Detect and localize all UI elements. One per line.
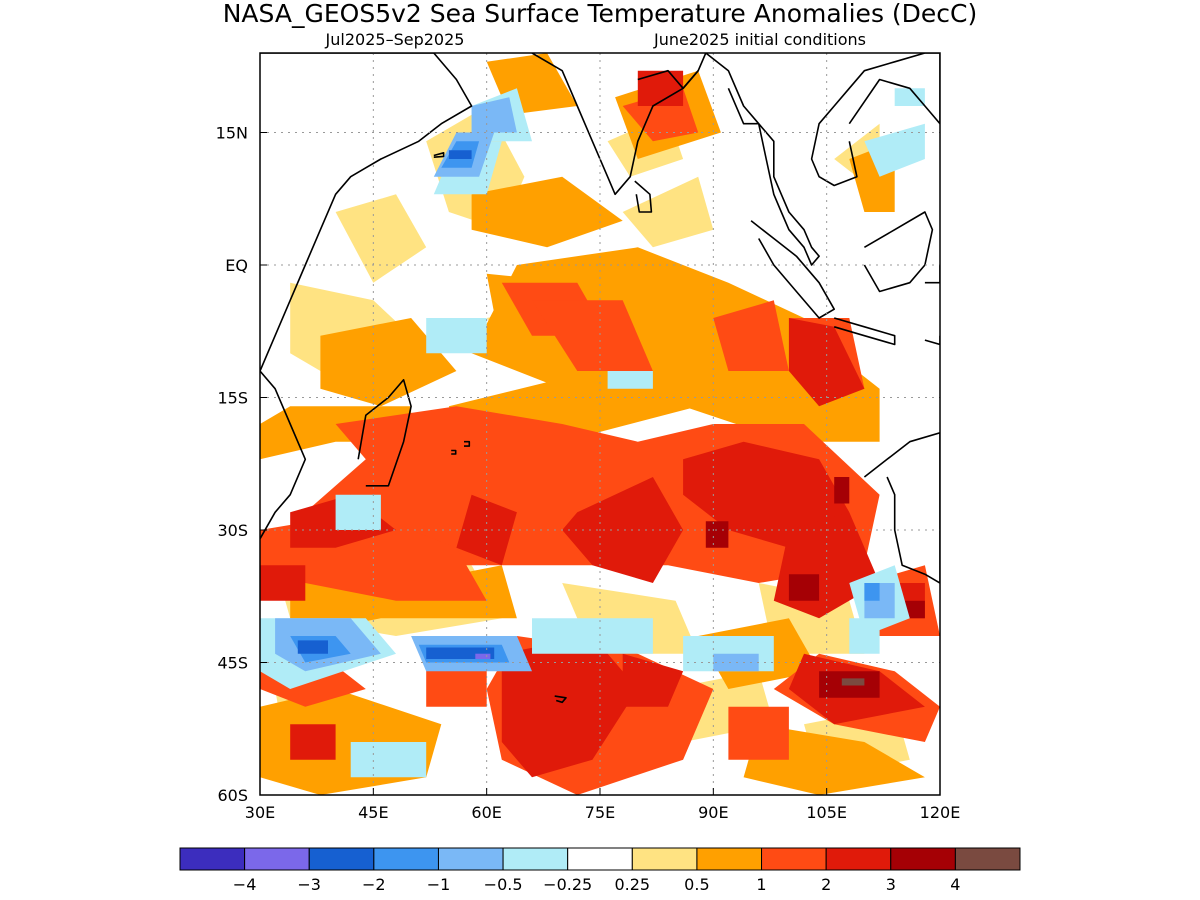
x-tick-label: 30E — [245, 803, 275, 822]
colorbar-swatch — [890, 847, 956, 871]
anomaly-region-5 — [622, 176, 714, 248]
colorbar-label: 3 — [886, 875, 896, 894]
anomaly-region-84 — [448, 150, 472, 159]
anomaly-region-68 — [350, 742, 427, 778]
coastline-17 — [637, 69, 699, 90]
anomaly-region-47 — [501, 636, 638, 778]
y-tick-label: 30S — [217, 521, 248, 540]
anomaly-region-56 — [788, 574, 820, 601]
coastline-10 — [924, 335, 940, 346]
y-tick-label: 60S — [217, 786, 248, 805]
y-tick-label: 15N — [216, 124, 248, 143]
coastlines — [260, 53, 940, 704]
colorbar-label: 0.25 — [614, 875, 650, 894]
coastline-13 — [554, 695, 567, 704]
anomaly-region-75 — [471, 97, 517, 133]
coastline-11 — [863, 431, 940, 584]
coastline-16 — [433, 152, 445, 158]
colorbar-swatch — [567, 847, 633, 871]
x-tick-label: 75E — [585, 803, 615, 822]
x-tick-label: 45E — [358, 803, 388, 822]
anomaly-region-48 — [622, 653, 684, 707]
anomaly-region-28 — [743, 724, 925, 795]
map-area: 30E 45E 60E 75E 90E 105E 120E 15N EQ 15S 30S 45S 60… — [216, 52, 961, 822]
anomaly-region-17 — [320, 318, 457, 407]
y-axis: 15N EQ 15S 30S 45S 60S — [216, 124, 267, 805]
anomaly-region-73 — [894, 88, 925, 106]
colorbar-swatch — [825, 847, 892, 871]
colorbar-swatch — [244, 847, 310, 871]
y-tick-label: 45S — [217, 654, 248, 673]
colorbar-label: 4 — [950, 875, 960, 894]
anomaly-region-31 — [532, 300, 653, 371]
colorbar-label: −4 — [233, 875, 257, 894]
colorbar-swatch — [179, 847, 246, 871]
x-tick-label: 60E — [471, 803, 501, 822]
coastline-12 — [357, 378, 412, 487]
anomaly-region-39 — [728, 706, 789, 760]
colorbar-swatch — [761, 847, 827, 871]
colorbar-swatch — [954, 847, 1021, 871]
anomaly-contours — [260, 53, 940, 795]
anomaly-region-64 — [335, 494, 381, 530]
x-tick-label: 120E — [920, 803, 961, 822]
anomaly-region-53 — [637, 70, 684, 106]
anomaly-region-54 — [290, 724, 336, 760]
x-tick-label: 90E — [698, 803, 728, 822]
colorbar — [179, 847, 1021, 871]
colorbar-swatch — [437, 847, 504, 871]
colorbar-label: −1 — [427, 875, 451, 894]
anomaly-region-1 — [335, 194, 427, 283]
colorbar-label: −2 — [362, 875, 386, 894]
anomaly-region-63 — [426, 318, 487, 354]
figure-subtitle-left: Jul2025–Sep2025 — [325, 30, 465, 49]
colorbar-label: 2 — [821, 875, 831, 894]
colorbar-label: 0.5 — [684, 875, 709, 894]
anomaly-region-87 — [475, 653, 491, 659]
colorbar-label: −0.25 — [543, 875, 592, 894]
x-tick-label: 105E — [806, 803, 847, 822]
coastline-0 — [260, 53, 473, 372]
figure-subtitle-right: June2025 initial conditions — [653, 30, 866, 49]
anomaly-region-51 — [260, 565, 306, 601]
colorbar-swatch — [308, 847, 375, 871]
anomaly-region-60 — [841, 678, 865, 686]
colorbar-label: −3 — [297, 875, 321, 894]
anomaly-region-70 — [849, 618, 880, 654]
colorbar-swatch — [373, 847, 439, 871]
coastline-7 — [810, 53, 940, 187]
anomaly-region-58 — [834, 477, 850, 504]
colorbar-swatch — [502, 847, 569, 871]
anomaly-region-83 — [864, 583, 880, 601]
y-tick-label: EQ — [225, 256, 248, 275]
colorbar-labels: −4 −3 −2 −1 −0.5 −0.25 0.25 0.5 1 2 3 4 — [233, 875, 961, 894]
colorbar-swatch — [631, 847, 698, 871]
coastline-6 — [833, 317, 896, 346]
colorbar-label: 1 — [756, 875, 766, 894]
colorbar-swatch — [696, 847, 763, 871]
grid-lines — [260, 53, 940, 795]
anomaly-region-21 — [471, 176, 623, 248]
anomaly-region-66 — [532, 618, 653, 654]
anomaly-region-85 — [297, 640, 328, 654]
figure-title: NASA_GEOS5v2 Sea Surface Temperature Ano… — [223, 0, 978, 28]
colorbar-label: −0.5 — [484, 875, 523, 894]
anomaly-region-33 — [713, 300, 789, 371]
coastline-1 — [260, 370, 307, 540]
coastline-14 — [464, 440, 471, 447]
y-tick-label: 15S — [217, 389, 248, 408]
coastline-4 — [705, 53, 820, 266]
anomaly-region-72 — [864, 123, 925, 177]
coastline-15 — [451, 449, 457, 455]
anomaly-region-71 — [607, 371, 653, 389]
coastline-8 — [863, 211, 934, 293]
coastline-5 — [750, 220, 836, 319]
coastline-3 — [634, 180, 653, 213]
anomaly-region-57 — [705, 521, 729, 548]
coastline-9 — [924, 265, 940, 284]
x-axis: 30E 45E 60E 75E 90E 105E 120E — [245, 788, 961, 822]
anomaly-region-45 — [562, 477, 684, 583]
